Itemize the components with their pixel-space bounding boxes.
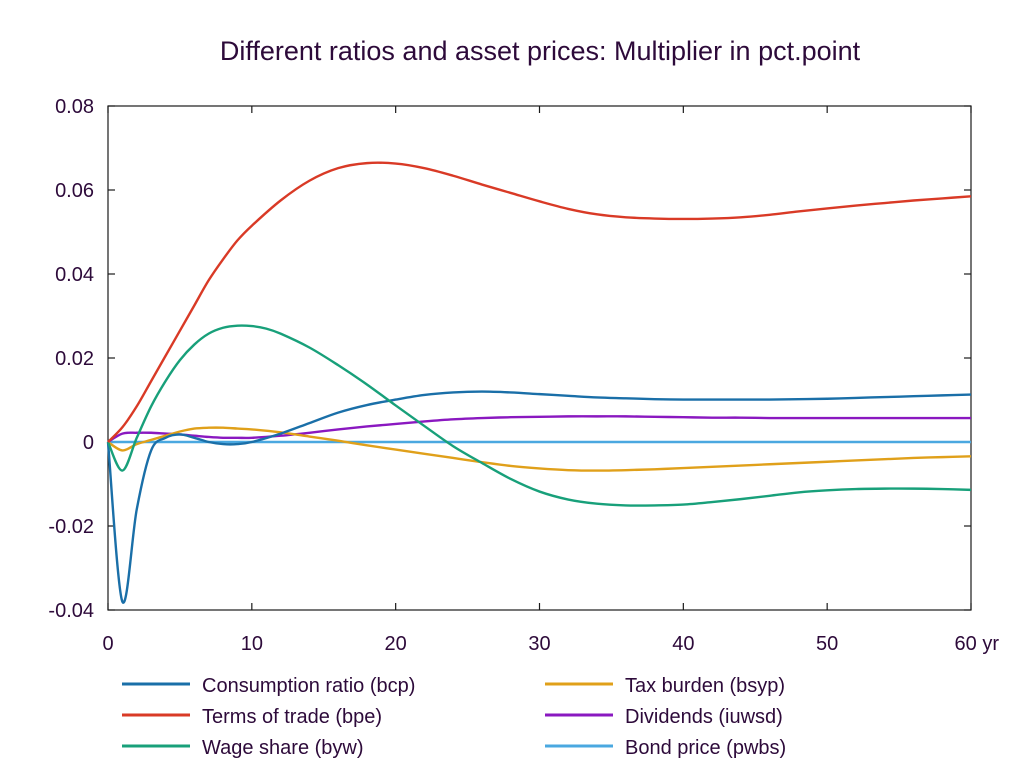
series-line-dividends [107,415,971,444]
legend-label-terms-of-trade: Terms of trade (bpe) [202,706,382,728]
x-tick-label: 50 [816,633,838,655]
series-line-wage-share [106,324,972,507]
plot-frame [107,105,972,611]
y-tick-label: 0.06 [55,180,94,202]
legend-item-consumption-ratio: Consumption ratio (bcp) [122,675,415,697]
y-axis: -0.04 -0.02 0 0.02 0.04 0.06 0.08 [48,96,971,622]
plot-area [107,105,972,611]
legend-item-dividends: Dividends (iuwsd) [545,706,783,728]
y-tick-label: 0.02 [55,348,94,370]
legend-item-tax-burden: Tax burden (bsyp) [545,675,785,697]
x-axis: 0 10 20 30 40 50 60 yr [102,106,999,655]
legend-item-terms-of-trade: Terms of trade (bpe) [122,706,382,728]
series-line-consumption-ratio [106,390,972,604]
legend-label-bond-price: Bond price (pwbs) [625,737,786,759]
x-tick-label: 30 [528,633,550,655]
legend-label-dividends: Dividends (iuwsd) [625,706,783,728]
legend: Consumption ratio (bcp) Terms of trade (… [122,675,786,759]
x-tick-label: 40 [672,633,694,655]
x-tick-label: 10 [241,633,263,655]
legend-label-wage-share: Wage share (byw) [202,737,364,759]
legend-item-bond-price: Bond price (pwbs) [545,737,786,759]
series-line-tax-burden [107,426,972,472]
y-tick-label: 0 [83,432,94,454]
y-tick-label: -0.02 [48,516,94,538]
series-line-terms-of-trade [107,161,972,443]
x-tick-label: 0 [102,633,113,655]
chart-title: Different ratios and asset prices: Multi… [220,36,861,66]
y-tick-label: -0.04 [48,600,94,622]
legend-label-consumption-ratio: Consumption ratio (bcp) [202,675,415,697]
y-tick-label: 0.04 [55,264,94,286]
series-lines [106,161,972,604]
x-tick-label: 20 [385,633,407,655]
legend-label-tax-burden: Tax burden (bsyp) [625,675,785,697]
legend-item-wage-share: Wage share (byw) [122,737,364,759]
y-tick-label: 0.08 [55,96,94,118]
x-tick-label: 60 yr [955,633,1000,655]
